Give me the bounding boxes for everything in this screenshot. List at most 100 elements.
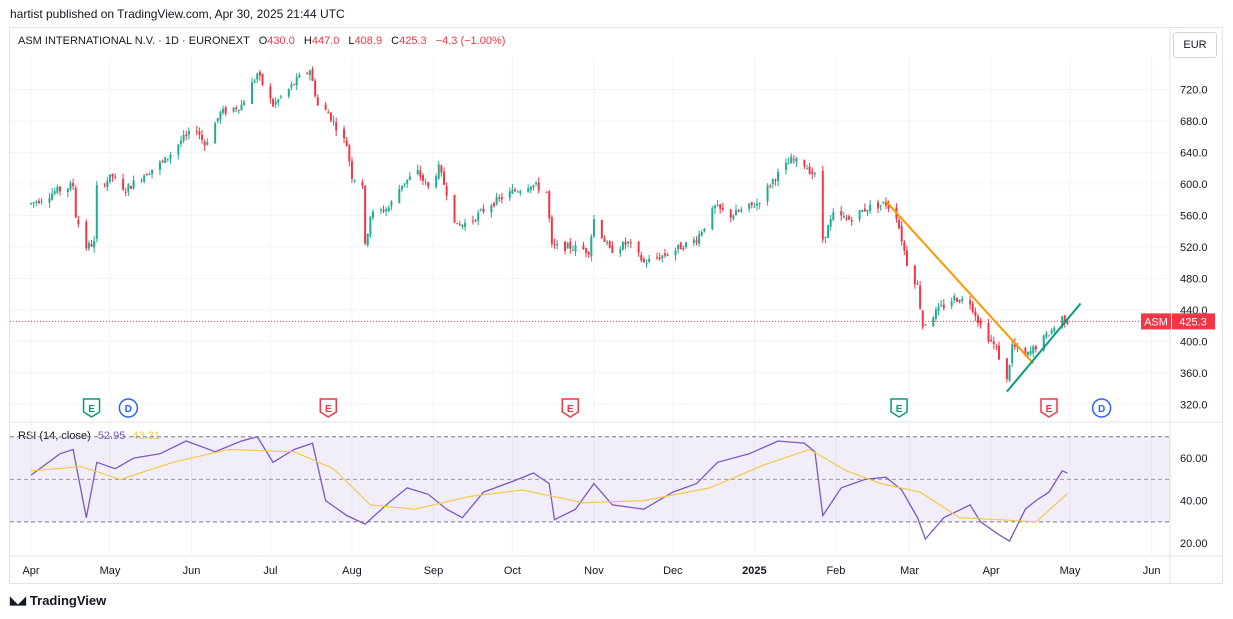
candle-down [261, 73, 264, 87]
candle-up [692, 236, 695, 246]
candle-body [700, 232, 703, 236]
candle-body [329, 112, 332, 121]
candles-group [30, 66, 1069, 383]
earnings-event-marker[interactable]: E [1040, 398, 1058, 418]
candle-down [474, 219, 477, 223]
candle-body [842, 216, 845, 218]
candle-body [582, 245, 585, 250]
earnings-event-marker[interactable]: E [82, 398, 101, 418]
candle-down [58, 185, 61, 196]
price-tick-label: 600.0 [1180, 179, 1208, 191]
candle-up [187, 127, 190, 140]
candle-body [195, 131, 198, 133]
dividend-badge-shape [1091, 398, 1112, 418]
candle-body [348, 145, 351, 162]
candle-body [187, 130, 190, 135]
candle-body [637, 241, 640, 253]
candle-down [548, 190, 551, 223]
rsi-label[interactable]: RSI (14, close) [18, 430, 91, 442]
candle-down [453, 194, 456, 224]
candle-body [198, 131, 201, 135]
candle-down [311, 66, 314, 81]
candle-up [371, 209, 374, 221]
symbol-title[interactable]: ASM INTERNATIONAL N.V. · 1D · EURONEXT [18, 35, 250, 47]
candle-down [269, 83, 272, 104]
candle-up [287, 88, 290, 99]
candle-up [1026, 351, 1029, 357]
candle-down [361, 179, 364, 189]
candle-body [535, 182, 538, 184]
candle-down [500, 192, 503, 204]
candle-up [148, 171, 151, 176]
candle-body [161, 160, 164, 162]
candle-up [932, 315, 935, 327]
dividend-event-marker[interactable]: D [1091, 398, 1112, 418]
time-tick-label: Jun [183, 565, 201, 577]
candle-body [314, 80, 317, 97]
candle-down [111, 173, 114, 182]
price-tick-label: 640.0 [1180, 147, 1208, 159]
candle-up [166, 158, 169, 163]
candle-body [1026, 351, 1029, 355]
candle-up [934, 306, 937, 322]
candle-body [921, 310, 924, 327]
candle-down [974, 307, 977, 322]
candle-up [703, 228, 706, 233]
candle-body [832, 212, 835, 220]
currency-button[interactable]: EUR [1173, 32, 1217, 58]
candle-body [403, 183, 406, 185]
dividend-event-marker[interactable]: D [118, 398, 139, 418]
tradingview-brand[interactable]: ◣◢ TradingView [10, 593, 106, 608]
rsi-line [30, 436, 1068, 543]
candle-down [458, 221, 461, 227]
candle-body [729, 209, 732, 218]
earnings-event-marker[interactable]: E [890, 398, 908, 418]
candle-body [1066, 320, 1069, 325]
candle-body [458, 224, 461, 226]
time-tick-label: Dec [663, 565, 683, 577]
candle-up [790, 153, 793, 164]
candle-up [621, 240, 624, 251]
candle-up [53, 187, 56, 196]
candle-body [716, 205, 719, 207]
candle-body [979, 320, 982, 325]
candle-up [740, 206, 743, 213]
earnings-badge-shape [319, 398, 338, 418]
earnings-event-marker[interactable]: E [561, 398, 580, 418]
candle-body [327, 112, 330, 114]
candle-down [682, 245, 685, 251]
candle-body [734, 209, 737, 216]
candle-body [645, 263, 648, 265]
candle-body [158, 161, 161, 170]
candle-body [971, 303, 974, 312]
price-tag-value: 425.3 [1179, 316, 1207, 328]
candle-body [1050, 330, 1053, 334]
earnings-event-marker[interactable]: E [319, 398, 338, 418]
time-tick-label: Jun [1143, 565, 1161, 577]
candle-body [335, 122, 338, 131]
candle-body [400, 185, 403, 190]
candle-body [790, 156, 793, 164]
candle-up [398, 184, 401, 204]
candle-up [574, 240, 577, 256]
downtrend-trendline [885, 200, 1034, 365]
candle-up [95, 180, 98, 243]
candle-body [456, 223, 459, 225]
candle-up [842, 212, 845, 219]
candle-body [661, 255, 664, 259]
candle-down [840, 205, 843, 221]
candle-up [179, 135, 182, 148]
candle-down [808, 162, 811, 175]
candle-body [569, 241, 572, 249]
candle-up [519, 189, 522, 196]
candle-up [93, 236, 96, 253]
candle-body [151, 169, 154, 175]
candle-body [95, 185, 98, 239]
candle-body [272, 99, 275, 107]
candle-up [164, 156, 167, 164]
candle-body [385, 209, 388, 212]
low-label: L [348, 35, 355, 47]
candle-body [990, 339, 993, 341]
candle-body [903, 241, 906, 251]
